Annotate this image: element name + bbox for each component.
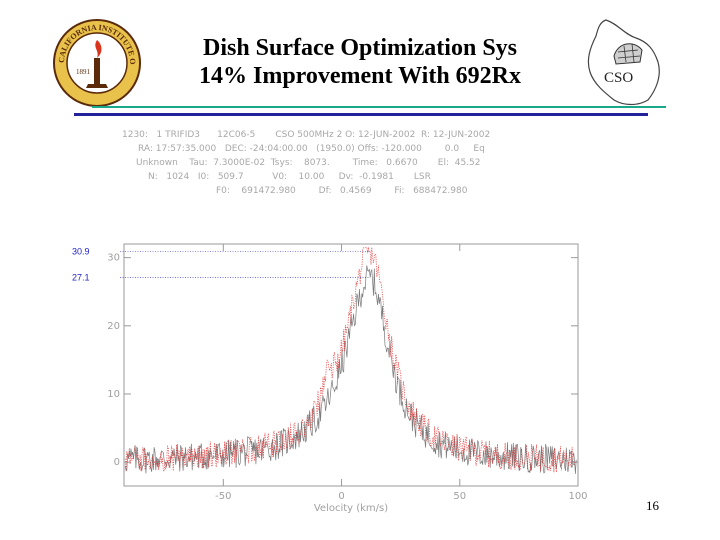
seal-year: 1891 bbox=[76, 68, 91, 76]
y-tick-label: 0 bbox=[114, 457, 120, 468]
slide-title: Dish Surface Optimization Sys 14% Improv… bbox=[150, 34, 570, 90]
spectrum-series-line bbox=[124, 265, 577, 474]
title-line-1: Dish Surface Optimization Sys bbox=[202, 35, 517, 61]
divider-blue bbox=[74, 113, 648, 116]
peak-marker-label: 27.1 bbox=[72, 272, 90, 282]
divider-green bbox=[92, 106, 666, 108]
y-tick-label: 30 bbox=[107, 253, 120, 264]
cso-logo: CSO bbox=[587, 19, 660, 106]
header-line-2: RA: 17:57:35.000 DEC: -24:04:00.00 (1950… bbox=[138, 144, 485, 154]
cso-logo-text: CSO bbox=[604, 70, 633, 86]
header-line-4: N: 1024 I0: 509.7 V0: 10.00 Dv: -0.1981 … bbox=[148, 172, 431, 182]
page-number: 16 bbox=[646, 498, 659, 513]
x-tick-label: 0 bbox=[338, 491, 344, 502]
header-line-1: 1230: 1 TRIFID3 12C06-5 CSO 500MHz 2 O: … bbox=[122, 130, 491, 140]
x-axis-label: Velocity (km/s) bbox=[314, 503, 388, 514]
plot-frame bbox=[123, 243, 579, 487]
x-tick-label: 50 bbox=[453, 491, 466, 502]
header-line-5: F0: 691472.980 Df: 0.4569 Fi: 688472.980 bbox=[216, 186, 468, 196]
spectrum-series-line bbox=[124, 246, 577, 473]
y-tick-label: 10 bbox=[107, 389, 120, 400]
title-line-2: 14% Improvement With 692Rx bbox=[198, 63, 521, 89]
peak-marker-label: 30.9 bbox=[72, 246, 90, 256]
x-tick-label: -50 bbox=[215, 491, 231, 502]
y-tick-label: 20 bbox=[107, 321, 120, 332]
header-line-3: Unknown Tau: 7.3000E-02 Tsys: 8073. Time… bbox=[136, 158, 481, 168]
x-tick-label: 100 bbox=[568, 491, 587, 502]
caltech-seal-logo: CALIFORNIA INSTITUTE OF TECHNOLOGY 1891 bbox=[52, 18, 141, 107]
